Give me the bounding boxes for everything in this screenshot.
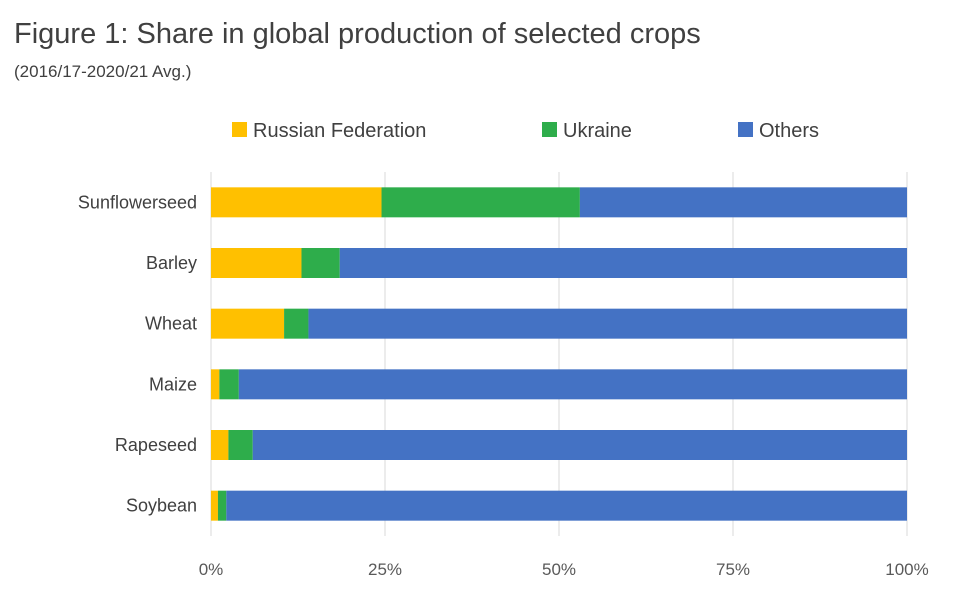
- bar-ukraine: [217, 490, 227, 521]
- bar-others: [339, 248, 907, 278]
- bar-russian-federation: [211, 187, 382, 218]
- legend-swatch: [542, 122, 557, 137]
- bar-ukraine: [219, 369, 239, 400]
- category-label: Maize: [149, 374, 197, 394]
- bar-russian-federation: [211, 430, 229, 460]
- x-tick-label: 0%: [199, 560, 224, 579]
- bar-others: [226, 490, 907, 521]
- bar-ukraine: [228, 430, 253, 460]
- x-tick-label: 100%: [885, 560, 928, 579]
- category-label: Rapeseed: [115, 435, 197, 455]
- bar-others: [308, 308, 907, 339]
- chart-title: Figure 1: Share in global production of …: [14, 18, 701, 50]
- gridlines: [210, 172, 908, 536]
- chart-subtitle: (2016/17-2020/21 Avg.): [14, 62, 192, 81]
- bar-russian-federation: [211, 248, 302, 278]
- bar-others: [579, 187, 907, 218]
- x-tick-labels: 0% 25% 50% 75% 100%: [199, 560, 929, 579]
- category-label: Wheat: [145, 314, 197, 334]
- bar-ukraine: [381, 187, 580, 218]
- category-label: Sunflowerseed: [78, 192, 197, 212]
- category-label: Barley: [146, 253, 197, 273]
- legend-label: Ukraine: [563, 120, 632, 142]
- x-tick-label: 50%: [542, 560, 576, 579]
- bar-russian-federation: [211, 490, 218, 521]
- bar-russian-federation: [211, 308, 285, 339]
- legend-swatch: [232, 122, 247, 137]
- category-labels: Sunflowerseed Barley Wheat Maize Rapeseed Soy…: [78, 192, 197, 515]
- bar-others: [238, 369, 908, 400]
- x-tick-label: 25%: [368, 560, 402, 579]
- bar-ukraine: [284, 308, 309, 339]
- legend-label: Russian Federation: [253, 120, 426, 142]
- x-tick-label: 75%: [716, 560, 750, 579]
- category-label: Soybean: [126, 496, 197, 516]
- legend-swatch: [738, 122, 753, 137]
- bars: [211, 187, 908, 521]
- bar-others: [252, 430, 907, 460]
- bar-ukraine: [301, 248, 340, 278]
- legend-label: Others: [759, 120, 819, 142]
- bar-russian-federation: [211, 369, 220, 400]
- legend: Russian Federation Ukraine Others: [232, 120, 819, 142]
